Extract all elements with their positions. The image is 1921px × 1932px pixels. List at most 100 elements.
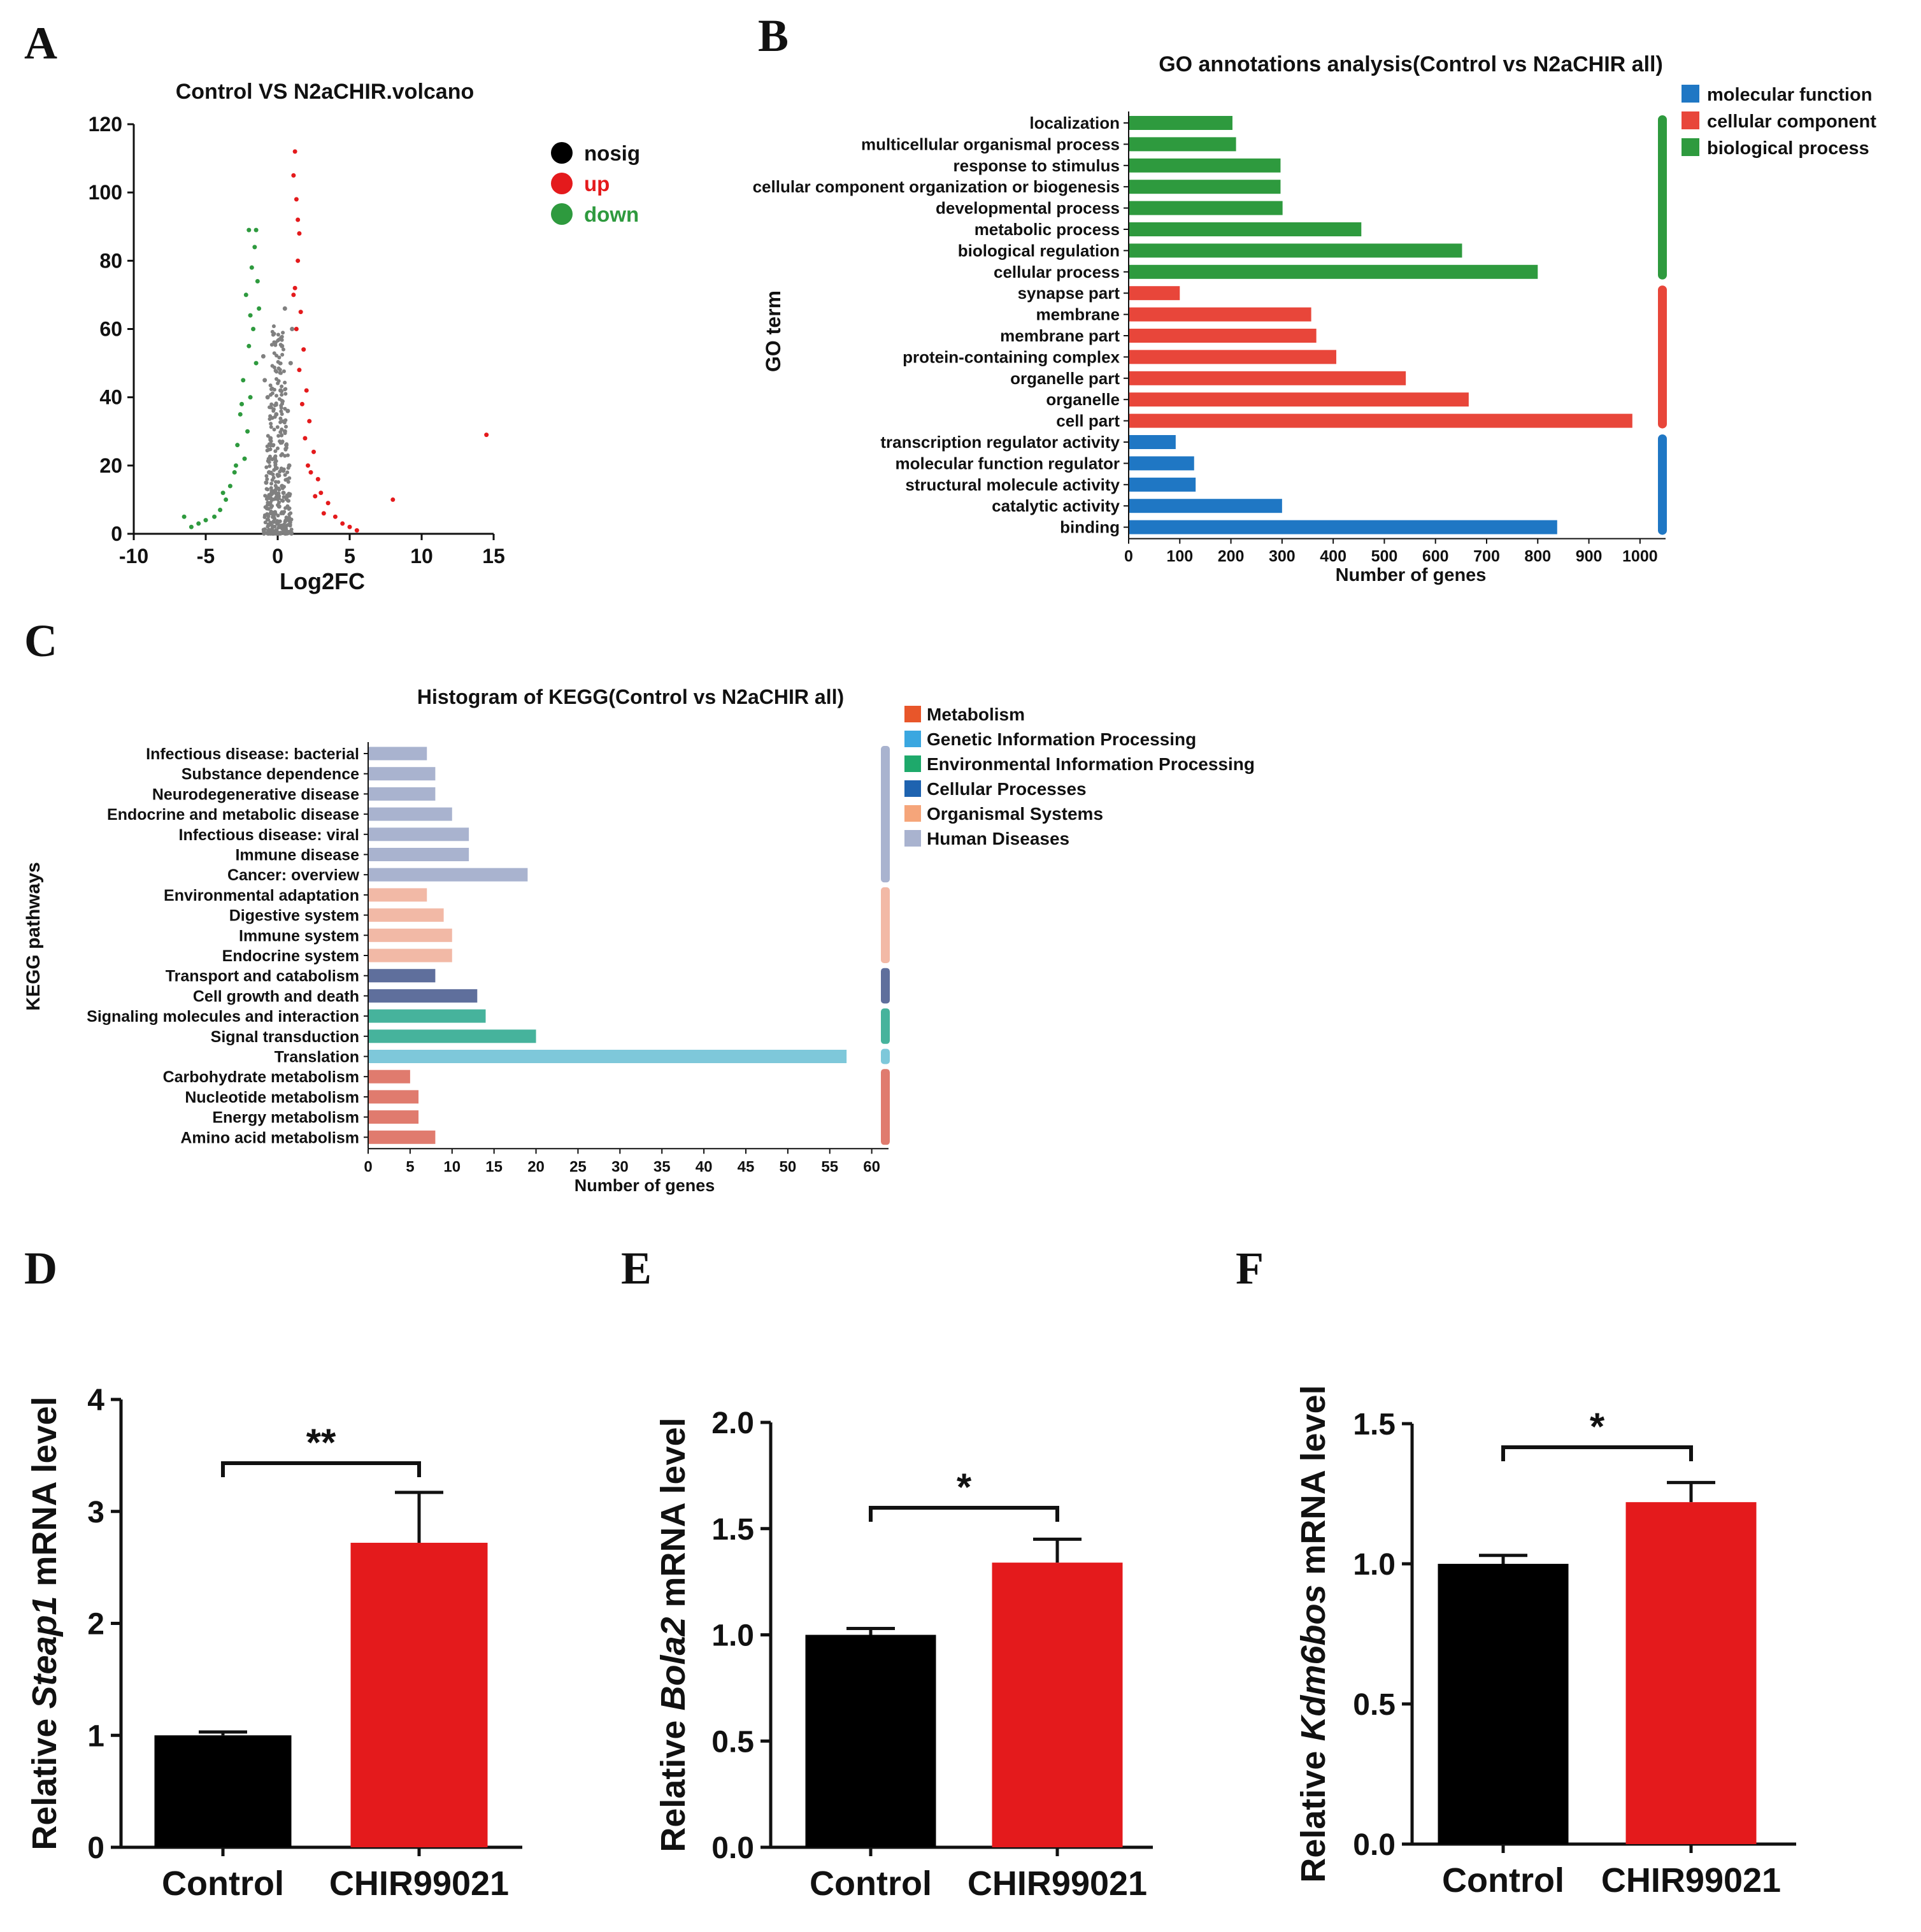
kegg-chart: Histogram of KEGG(Control vs N2aCHIR all… (23, 685, 1255, 1195)
kegg-category-label: Translation (275, 1048, 359, 1066)
kegg-bar (368, 807, 452, 821)
go-x-tick-label: 0 (1124, 548, 1133, 566)
kegg-legend-swatch (904, 706, 921, 722)
kegg-ylabel: KEGG pathways (23, 862, 44, 1010)
volcano-background-point (285, 531, 290, 536)
volcano-point-up (390, 497, 396, 502)
volcano-point-nosig (269, 497, 275, 502)
bar-control (805, 1635, 936, 1847)
volcano-y-tick-label: 100 (89, 181, 122, 204)
kegg-group-bar (881, 1069, 890, 1145)
go-category-label: metabolic process (975, 220, 1120, 239)
kegg-xlabel: Number of genes (575, 1176, 715, 1195)
bar-chir99021 (1625, 1502, 1757, 1844)
go-legend-swatch-bp (1682, 138, 1699, 156)
volcano-background-point (271, 407, 276, 411)
volcano-y-tick-label: 40 (99, 386, 122, 409)
volcano-legend-label-down: down (584, 203, 639, 226)
go-category-label: biological regulation (958, 241, 1120, 260)
volcano-point-down (248, 313, 253, 318)
x-tick-label: CHIR99021 (1601, 1861, 1781, 1900)
y-axis-label-gene: Bola2 (654, 1617, 692, 1710)
go-category-label: structural molecule activity (905, 475, 1120, 494)
volcano-background-point (280, 510, 284, 515)
panel-letter-f: F (1236, 1243, 1264, 1294)
significance-stars: * (957, 1466, 972, 1508)
volcano-background-point (287, 519, 292, 524)
y-tick-label: 1.5 (1353, 1408, 1396, 1442)
panel-letter-b: B (758, 10, 789, 61)
volcano-point-down (242, 456, 247, 461)
volcano-background-point (283, 526, 287, 531)
volcano-point-down (254, 227, 259, 233)
go-legend-label-cc: cellular component (1707, 111, 1876, 132)
volcano-background-point (271, 443, 276, 447)
volcano-background-point (263, 520, 268, 525)
volcano-point-down (233, 463, 238, 468)
volcano-background-point (266, 517, 271, 522)
volcano-point-down (241, 378, 246, 383)
kegg-category-label: Infectious disease: bacterial (146, 745, 359, 763)
bar-chir99021 (350, 1542, 488, 1847)
kegg-category-label: Neurodegenerative disease (152, 785, 359, 803)
go-bar (1129, 222, 1362, 236)
volcano-background-point (263, 494, 268, 498)
volcano-point-up (303, 436, 308, 441)
kegg-legend-swatch (904, 755, 921, 772)
volcano-point-nosig (282, 429, 287, 434)
kegg-group-bar (881, 968, 890, 1004)
volcano-background-point (280, 411, 284, 416)
kegg-x-tick-label: 5 (406, 1158, 414, 1175)
volcano-point-down (257, 306, 262, 311)
volcano-background-point (268, 454, 272, 459)
volcano-point-nosig (284, 443, 289, 448)
volcano-point-up (321, 511, 326, 516)
volcano-point-up (298, 310, 303, 315)
volcano-background-point (279, 468, 283, 473)
go-bar (1129, 350, 1336, 364)
go-x-tick-label: 300 (1269, 548, 1296, 566)
volcano-point-nosig (284, 518, 289, 523)
go-bar (1129, 392, 1469, 407)
kegg-legend-swatch (904, 805, 921, 822)
volcano-point-up (318, 490, 324, 496)
volcano-background-point (283, 473, 287, 477)
volcano-background-point (283, 392, 288, 396)
kegg-bar (368, 969, 436, 983)
volcano-point-up (325, 501, 331, 506)
volcano-point-up (296, 217, 301, 222)
volcano-background-point (272, 468, 276, 472)
volcano-point-down (189, 524, 194, 529)
kegg-category-label: Infectious disease: viral (179, 826, 359, 844)
kegg-x-tick-label: 25 (569, 1158, 587, 1175)
x-tick-label: CHIR99021 (329, 1864, 509, 1903)
y-tick-label: 2 (87, 1608, 104, 1642)
kegg-x-tick-label: 55 (821, 1158, 838, 1175)
volcano-background-point (280, 384, 284, 389)
volcano-x-tick-label: 0 (272, 545, 283, 568)
volcano-background-point (276, 333, 280, 337)
go-category-label: cellular process (994, 262, 1120, 282)
kegg-x-tick-label: 15 (485, 1158, 503, 1175)
kegg-bar (368, 827, 469, 841)
volcano-point-up (347, 524, 352, 529)
volcano-point-down (248, 395, 253, 400)
volcano-background-point (275, 425, 280, 429)
go-group-bars (1658, 115, 1667, 535)
volcano-point-nosig (282, 306, 287, 311)
go-category-label: multicellular organismal process (861, 134, 1120, 154)
volcano-background-point (280, 334, 284, 339)
volcano-point-up (315, 476, 320, 482)
volcano-background-point (280, 352, 285, 357)
kegg-bar (368, 1009, 486, 1023)
kegg-legend-swatch (904, 731, 921, 747)
volcano-background-point (266, 487, 270, 492)
volcano-background-point (287, 499, 291, 503)
volcano-background-point (288, 524, 292, 528)
volcano-point-down (203, 518, 208, 523)
volcano-point-down (255, 278, 260, 283)
kegg-category-label: Nucleotide metabolism (185, 1089, 359, 1106)
significance-bracket (1501, 1445, 1693, 1461)
volcano-point-up (296, 258, 301, 263)
bola2-chart: 0.0 0.5 1.0 1.5 2.0 Control CHIR99021 * Relative… (654, 1406, 1153, 1903)
